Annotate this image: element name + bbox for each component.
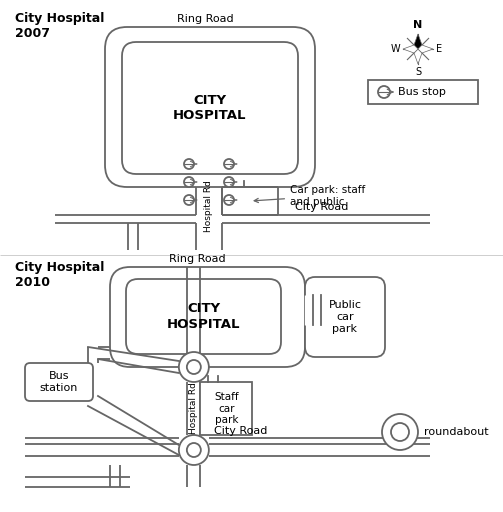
Circle shape (382, 414, 418, 450)
Text: City Road: City Road (214, 426, 267, 436)
Text: S: S (415, 67, 421, 77)
Text: Bus stop: Bus stop (398, 87, 446, 97)
Text: Hospital Rd: Hospital Rd (189, 382, 198, 435)
Polygon shape (403, 45, 418, 53)
FancyBboxPatch shape (105, 27, 315, 187)
Bar (200, 382, 253, 435)
Polygon shape (414, 49, 422, 64)
Text: Hospital Rd: Hospital Rd (205, 180, 213, 232)
FancyBboxPatch shape (122, 42, 298, 174)
Text: Ring Road: Ring Road (177, 14, 233, 24)
Text: Ring Road: Ring Road (169, 254, 226, 264)
Text: W: W (390, 44, 400, 54)
Text: Car park: staff
and public: Car park: staff and public (254, 185, 365, 207)
FancyBboxPatch shape (126, 279, 281, 354)
Circle shape (179, 435, 209, 465)
Circle shape (179, 352, 209, 382)
FancyBboxPatch shape (110, 267, 305, 367)
FancyBboxPatch shape (305, 277, 385, 357)
Circle shape (184, 159, 194, 169)
Text: City Hospital
2010: City Hospital 2010 (15, 261, 105, 289)
Text: CITY
HOSPITAL: CITY HOSPITAL (167, 303, 240, 331)
Text: roundabout: roundabout (424, 427, 488, 437)
Text: Staff
car
park: Staff car park (214, 392, 238, 425)
Text: City Hospital
2007: City Hospital 2007 (15, 12, 105, 40)
FancyBboxPatch shape (25, 363, 93, 401)
Text: E: E (436, 44, 442, 54)
Text: City Road: City Road (295, 202, 349, 212)
Circle shape (391, 423, 409, 441)
Polygon shape (414, 34, 422, 49)
Circle shape (187, 443, 201, 457)
Polygon shape (418, 45, 433, 53)
Text: CITY
HOSPITAL: CITY HOSPITAL (173, 94, 247, 122)
Text: Public
car
park: Public car park (328, 301, 362, 334)
Circle shape (184, 177, 194, 187)
Text: Bus
station: Bus station (40, 371, 78, 393)
Circle shape (224, 195, 234, 205)
Circle shape (187, 360, 201, 374)
Bar (368, 80, 478, 104)
Circle shape (378, 86, 390, 98)
Circle shape (224, 159, 234, 169)
Text: N: N (413, 20, 423, 30)
Circle shape (184, 195, 194, 205)
Circle shape (224, 177, 234, 187)
